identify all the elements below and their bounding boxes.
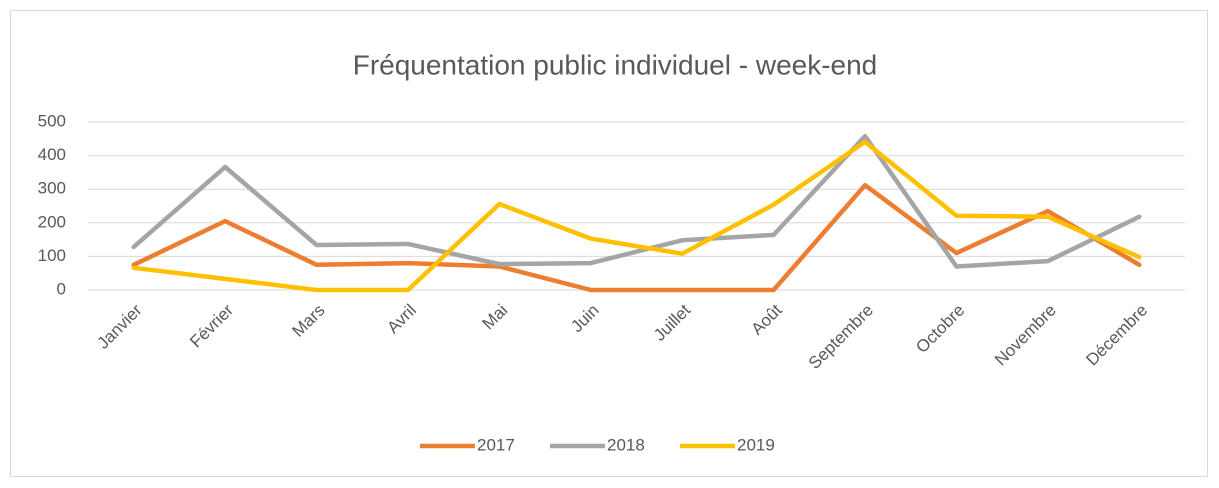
y-tick-label: 0 bbox=[57, 279, 66, 298]
legend-label: 2019 bbox=[737, 435, 775, 454]
y-tick-label: 100 bbox=[38, 246, 66, 265]
series-line bbox=[131, 182, 1142, 293]
chart-title: Fréquentation public individuel - week-e… bbox=[353, 49, 878, 80]
series-line bbox=[131, 139, 1142, 293]
y-tick-label: 200 bbox=[38, 212, 66, 231]
legend-label: 2017 bbox=[477, 435, 515, 454]
y-tick-label: 400 bbox=[38, 145, 66, 164]
legend-label: 2018 bbox=[607, 435, 645, 454]
series-line bbox=[131, 133, 1142, 269]
y-tick-label: 300 bbox=[38, 179, 66, 198]
y-tick-label: 500 bbox=[38, 111, 66, 130]
